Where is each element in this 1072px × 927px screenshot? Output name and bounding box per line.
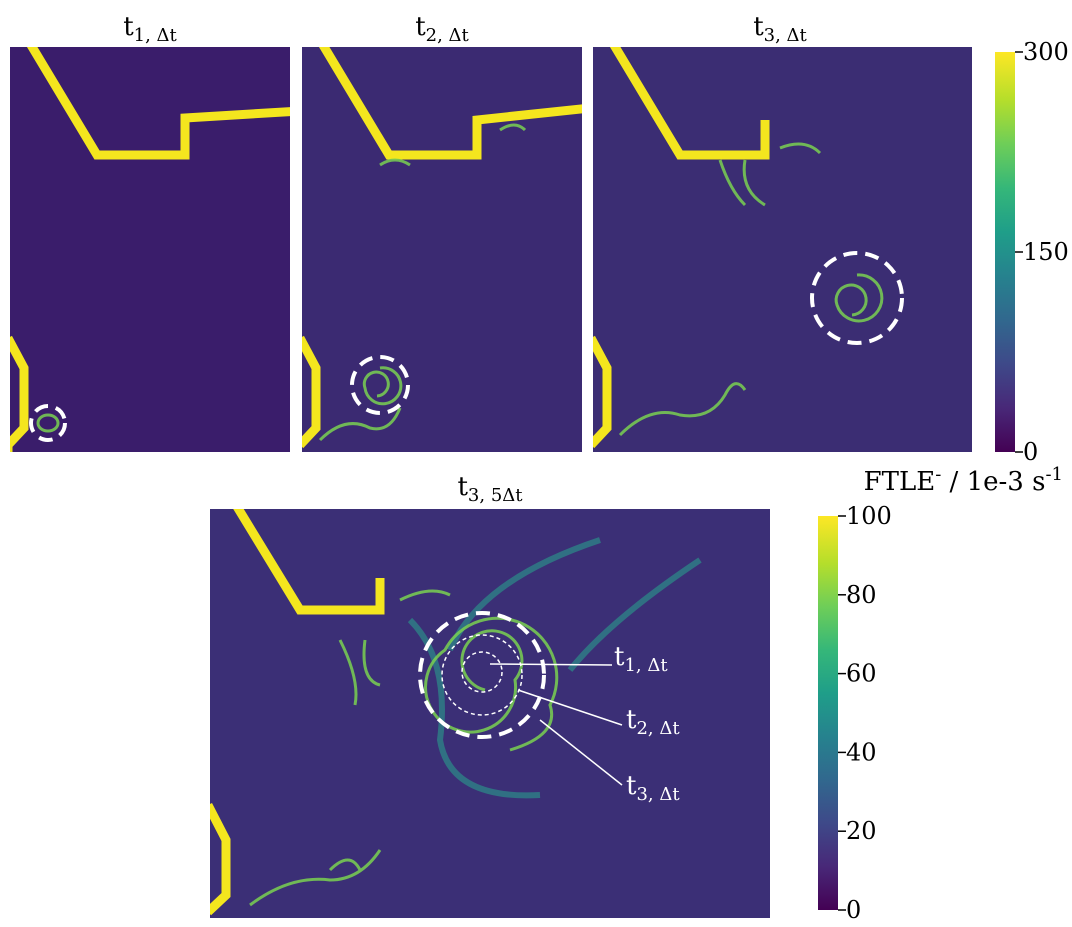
panel-title: t2, Δt [415, 12, 469, 46]
colorbar-label: FTLE- / 1e-3 s-1 [864, 464, 1063, 497]
colorbar [818, 516, 838, 910]
colorbar-tick-label: 60 [846, 660, 877, 688]
panel-title: t3, 5Δt [457, 472, 523, 506]
colorbar-tick-label: 100 [846, 502, 892, 530]
colorbar-tick-label: 80 [846, 581, 877, 609]
colorbar-tick-label: 0 [1023, 438, 1038, 466]
ftle-field-3 [591, 40, 972, 452]
colorbar-tick-label: 150 [1023, 238, 1069, 266]
ftle-field-1 [8, 40, 300, 455]
colorbar-tick-label: 40 [846, 738, 877, 766]
panel-title: t1, Δt [123, 12, 177, 46]
figure: t1, Δt t2, Δt t3, Δt t3, 5Δt t1, Δt t2, … [0, 0, 1072, 927]
ftle-field-main [208, 500, 770, 918]
colorbar-tick-label: 0 [846, 896, 861, 924]
colorbar [995, 52, 1015, 452]
colorbar-tick-label: 300 [1023, 38, 1069, 66]
panel-title: t3, Δt [753, 12, 807, 46]
colorbar-tick-label: 20 [846, 817, 877, 845]
ftle-field-2 [300, 40, 590, 452]
